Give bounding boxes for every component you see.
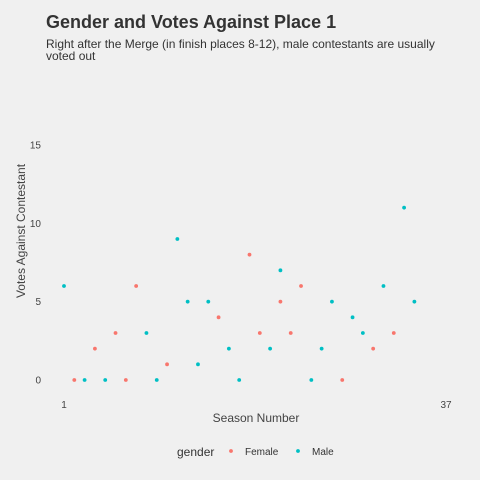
data-point-male: [206, 299, 211, 304]
data-point-female: [288, 331, 293, 335]
data-point-female: [391, 331, 396, 335]
chart-subtitle-line-2: voted out: [46, 49, 96, 63]
data-point-male: [226, 346, 231, 351]
x-tick-label: 1: [61, 400, 67, 411]
y-axis-label: Votes Against Contestant: [14, 163, 28, 298]
x-axis-label: Season Number: [213, 411, 300, 425]
data-point-female: [299, 284, 303, 288]
data-point-male: [309, 378, 314, 382]
data-point-male: [350, 315, 355, 320]
data-point-male: [412, 299, 417, 304]
y-tick-label: 10: [30, 219, 42, 230]
data-point-female: [134, 284, 139, 288]
data-point-male: [319, 346, 324, 351]
y-tick-label: 0: [35, 376, 41, 387]
data-point-female: [278, 299, 283, 304]
data-point-female: [165, 362, 169, 367]
legend-items: Female Male: [229, 447, 334, 458]
data-point-male: [278, 268, 283, 273]
legend-key-male: [296, 449, 300, 453]
data-point-male: [82, 378, 87, 382]
data-point-female: [247, 252, 252, 257]
data-point-male: [62, 284, 66, 288]
data-point-male: [360, 331, 365, 335]
data-point-male: [196, 362, 200, 367]
data-points: [62, 205, 417, 382]
legend: gender Female Male: [177, 445, 334, 459]
data-point-female: [216, 315, 221, 320]
y-axis-ticks: 0 5 10 15: [30, 141, 42, 387]
data-point-male: [330, 299, 334, 304]
data-point-female: [72, 378, 77, 382]
data-point-male: [185, 299, 190, 304]
chart-title: Gender and Votes Against Place 1: [46, 12, 336, 32]
data-point-female: [93, 346, 97, 351]
data-point-male: [237, 378, 242, 382]
legend-title: gender: [177, 445, 214, 459]
data-point-female: [113, 331, 118, 335]
y-tick-label: 15: [30, 141, 42, 152]
legend-label-female: Female: [245, 447, 279, 458]
data-point-male: [268, 346, 273, 351]
data-point-male: [381, 284, 386, 288]
data-point-male: [154, 378, 159, 382]
data-point-female: [340, 378, 345, 382]
x-axis-ticks: 1 37: [61, 400, 452, 411]
legend-label-male: Male: [312, 447, 334, 458]
data-point-male: [402, 205, 406, 210]
data-point-male: [175, 237, 180, 241]
data-point-male: [144, 331, 149, 335]
y-tick-label: 5: [35, 297, 41, 308]
x-tick-label: 37: [440, 400, 452, 411]
chart-subtitle-line-1: Right after the Merge (in finish places …: [46, 37, 435, 51]
data-point-female: [257, 331, 262, 335]
legend-key-female: [229, 449, 233, 453]
data-point-male: [103, 378, 108, 382]
data-point-female: [371, 346, 376, 351]
data-point-female: [123, 378, 128, 382]
